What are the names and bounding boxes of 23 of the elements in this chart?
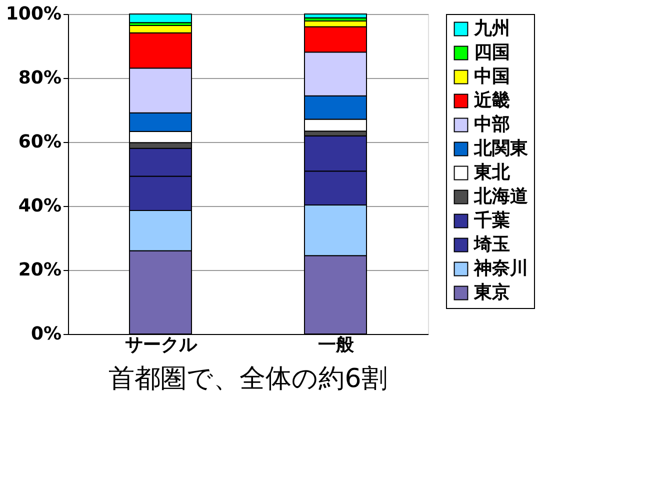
y-tick-label: 40% — [18, 196, 62, 216]
text: 首都圏で、全体の約6割 — [108, 364, 388, 394]
legend-label: 埼玉 — [473, 234, 510, 255]
legend-label: 千葉 — [473, 210, 510, 231]
legend-label: 北海道 — [473, 186, 528, 207]
y-tick-label: 80% — [18, 68, 62, 88]
x-tick-label: サークル — [125, 334, 198, 356]
legend-label: 九州 — [473, 18, 510, 39]
legend-label: 中国 — [474, 66, 510, 87]
legend-label: 東北 — [473, 162, 511, 183]
legend-label: 神奈川 — [473, 258, 528, 279]
x-tick-label: 一般 — [318, 334, 355, 356]
legend-label: 中部 — [474, 114, 510, 135]
legend-label: 近畿 — [473, 90, 510, 111]
legend-label: 東京 — [473, 282, 510, 303]
y-tick-label: 60% — [18, 132, 62, 152]
legend-label: 四国 — [474, 42, 510, 63]
bar — [304, 14, 367, 18]
legend-label: 北関東 — [473, 138, 528, 159]
y-tick-label: 0% — [30, 324, 62, 344]
y-tick-label: 20% — [18, 260, 62, 280]
bar — [129, 14, 192, 24]
y-tick-label: 100% — [6, 4, 62, 24]
